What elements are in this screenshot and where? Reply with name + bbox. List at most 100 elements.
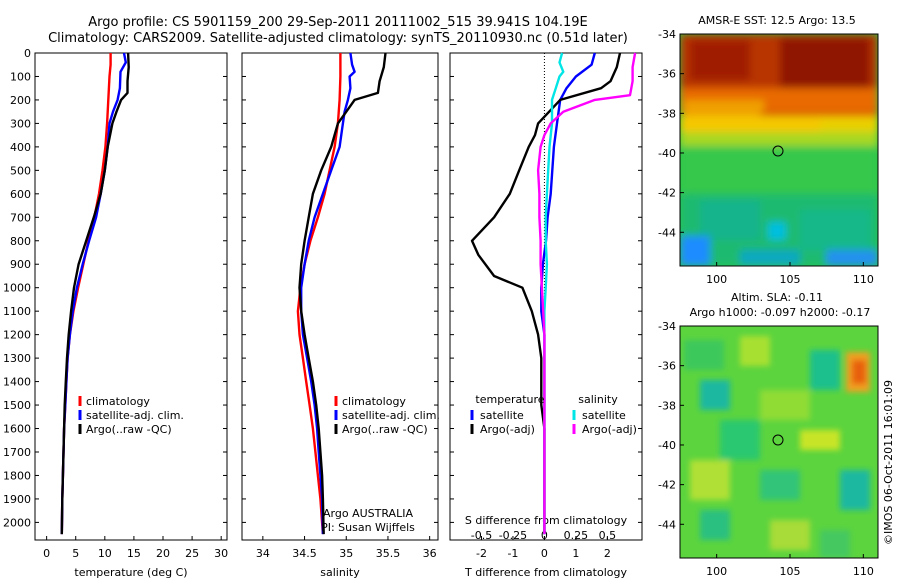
diff-legend-label: satellite [582,409,626,422]
sst-map-title: AMSR-E SST: 12.5 Argo: 13.5 [698,14,856,27]
imos-credit: ©IMOS 06-Oct-2011 16:01:09 [882,380,895,545]
salinity-x-tick-label: 34 [256,547,270,560]
differences-series-cyan [543,52,565,535]
header-line1: Argo profile: CS 5901159_200 29-Sep-2011… [88,15,588,30]
temperature-legend-label: climatology [86,395,150,408]
difference-panel: -2 -1 0 1 2 T difference from climatology -0.5… [449,52,643,579]
temperature-series-black [60,52,130,535]
y-tick-label: 100 [10,70,31,83]
map-y-tick-label: -38 [658,399,676,412]
salinity-legend-label: climatology [342,395,406,408]
argo-agency-label: Argo AUSTRALIA [323,507,413,520]
salinity-panel: 34 34.5 35 35.5 36 salinity climatologysatelli… [241,52,440,579]
map-y-tick-label: -44 [658,226,676,239]
differences-s-tick-label: 0 [541,529,548,542]
argo-pi-label: PI: Susan Wijffels [321,521,415,534]
temperature-x-tick-label: 5 [72,547,79,560]
diff-legend-label: satellite [480,409,524,422]
diff-legend-title-salinity: salinity [578,393,618,406]
diff-legend-title-temperature: temperature [475,393,544,406]
map-y-tick-label: -34 [658,28,676,41]
temperature-frame [34,52,228,541]
map-y-tick-label: -42 [658,479,676,492]
temperature-panel: 0100200300400500600700800900100011001200… [3,47,228,579]
salinity-x-tick-label: 35 [339,547,353,560]
y-tick-label: 400 [10,141,31,154]
salinity-series-black [298,52,387,535]
temperature-series-red [60,53,112,535]
map-x-tick-label: 100 [706,565,727,578]
sla-map-axes: 100 105 110 -34 -36 -38 -40 -42 -44 [658,320,874,578]
y-tick-label: 1300 [3,352,31,365]
temperature-x-tick-label: 20 [156,547,170,560]
temperature-x-tick-label: 0 [43,547,50,560]
sla-map-argo-marker [772,434,784,446]
y-tick-label: 600 [10,188,31,201]
temperature-x-tick-label: 10 [98,547,112,560]
sla-map-image [680,326,878,558]
differences-s-axis-label: S difference from climatology [465,514,628,527]
map-y-tick-label: -42 [658,187,676,200]
salinity-x-tick-label: 35.5 [376,547,401,560]
y-tick-label: 900 [10,258,31,271]
differences-s-tick-label: 0.5 [599,529,617,542]
y-tick-label: 1600 [3,423,31,436]
map-y-tick-label: -36 [658,68,676,81]
temperature-x-tick-label: 25 [185,547,199,560]
y-tick-label: 0 [24,47,31,60]
y-tick-label: 500 [10,164,31,177]
y-tick-label: 300 [10,117,31,130]
sla-map-title: Altim. SLA: -0.11 [731,291,823,304]
sst-map-image [680,34,878,266]
temperature-legend-label: satellite-adj. clim. [86,409,184,422]
map-x-tick-label: 110 [853,565,874,578]
sst-map-argo-marker [772,145,784,157]
salinity-legend-label: satellite-adj. clim. [342,409,440,422]
temperature-series-blue [60,52,127,535]
differences-s-tick-label: -0.25 [499,529,527,542]
differences-x-tick-label: 1 [572,547,579,560]
map-y-tick-label: -40 [658,147,676,160]
y-tick-label: 1000 [3,282,31,295]
y-tick-label: 1500 [3,399,31,412]
sla-map-subtitle: Argo h1000: -0.097 h2000: -0.17 [690,306,871,319]
diff-legend-label: Argo(-adj) [582,423,637,436]
differences-x-tick-label: 2 [604,547,611,560]
salinity-series-blue [300,52,356,535]
y-tick-label: 700 [10,211,31,224]
differences-x-axis-label: T difference from climatology [464,566,627,579]
map-y-tick-label: -34 [658,320,676,333]
map-y-tick-label: -38 [658,107,676,120]
map-y-tick-label: -44 [658,518,676,531]
map-x-tick-label: 105 [780,273,801,286]
diff-legend-label: Argo(-adj) [480,423,535,436]
y-tick-label: 1900 [3,493,31,506]
header-line2: Climatology: CARS2009. Satellite-adjuste… [48,31,628,46]
y-tick-label: 1700 [3,446,31,459]
differences-s-tick-label: 0.25 [564,529,589,542]
y-tick-label: 200 [10,94,31,107]
temperature-legend-label: Argo(..raw -QC) [86,423,172,436]
y-tick-label: 1800 [3,469,31,482]
y-tick-label: 2000 [3,516,31,529]
map-x-tick-label: 110 [853,273,874,286]
differences-frame [449,52,643,541]
y-tick-label: 1200 [3,329,31,342]
salinity-legend-label: Argo(..raw -QC) [342,423,428,436]
map-y-tick-label: -36 [658,360,676,373]
sst-map-axes: 100 105 110 -34 -36 -38 -40 -42 -44 [658,28,874,286]
map-x-tick-label: 100 [706,273,727,286]
y-tick-label: 1400 [3,376,31,389]
differences-x-tick-label: -1 [507,547,518,560]
differences-series-magenta [536,52,637,535]
map-x-tick-label: 105 [780,565,801,578]
differences-x-tick-label: 0 [541,547,548,560]
salinity-x-tick-label: 36 [423,547,437,560]
map-y-tick-label: -40 [658,439,676,452]
y-tick-label: 1100 [3,305,31,318]
differences-s-tick-label: -0.5 [471,529,492,542]
temperature-x-tick-label: 15 [127,547,141,560]
differences-x-tick-label: -2 [476,547,487,560]
y-tick-label: 800 [10,235,31,248]
temperature-x-axis-label: temperature (deg C) [74,566,187,579]
